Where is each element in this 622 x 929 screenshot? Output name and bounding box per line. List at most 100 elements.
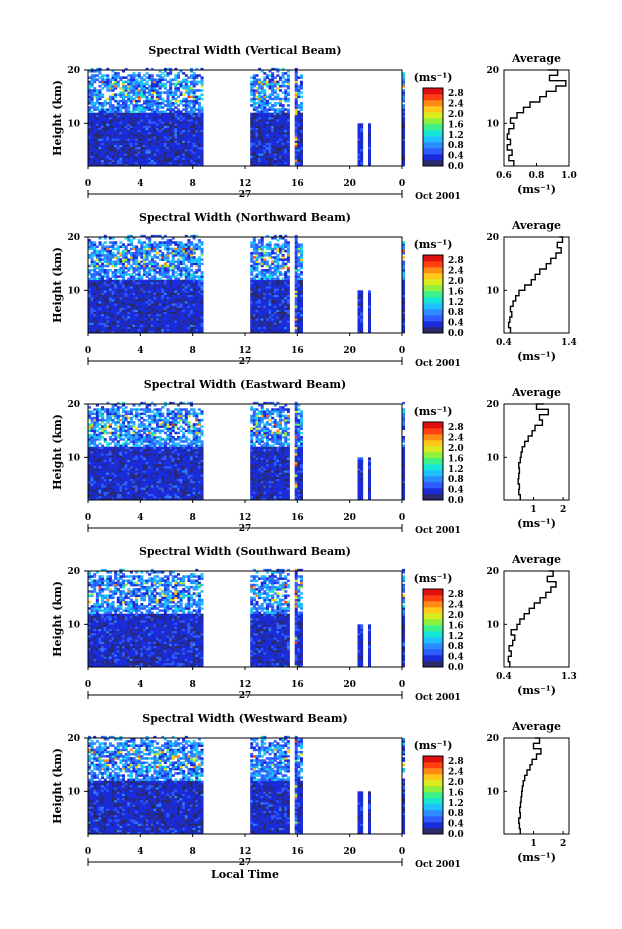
heatmap-cell bbox=[150, 144, 154, 148]
heatmap-cell bbox=[106, 309, 110, 313]
heatmap-cell bbox=[360, 134, 364, 137]
heatmap-cell bbox=[98, 271, 102, 274]
heatmap-cell bbox=[273, 82, 277, 86]
heatmap-cell bbox=[286, 116, 290, 120]
heatmap-cell bbox=[255, 155, 259, 158]
heatmap-cell bbox=[294, 108, 298, 111]
heatmap-cell bbox=[108, 315, 112, 319]
heatmap-cell bbox=[402, 161, 406, 165]
heatmap-cell bbox=[284, 80, 288, 84]
heatmap-cell bbox=[187, 134, 191, 137]
heatmap-cell bbox=[111, 87, 115, 90]
heatmap-cell bbox=[142, 91, 146, 94]
heatmap-cell bbox=[119, 258, 123, 261]
heatmap-cell bbox=[182, 163, 186, 167]
heatmap-cell bbox=[93, 159, 97, 163]
heatmap-cell bbox=[268, 106, 272, 109]
heatmap-cell bbox=[255, 112, 259, 116]
heatmap-cell bbox=[271, 97, 275, 101]
heatmap-cell bbox=[124, 136, 128, 139]
heatmap-cell bbox=[273, 89, 277, 92]
heatmap-cell bbox=[182, 121, 186, 124]
heatmap-cell bbox=[273, 114, 277, 118]
heatmap-cell bbox=[163, 78, 167, 82]
heatmap-cell bbox=[119, 87, 123, 90]
heatmap-cell bbox=[119, 157, 123, 160]
heatmap-cell bbox=[171, 95, 175, 99]
heatmap-cell bbox=[101, 294, 105, 298]
heatmap-cell bbox=[252, 129, 256, 133]
heatmap-cell bbox=[297, 123, 301, 126]
heatmap-cell bbox=[195, 114, 199, 118]
heatmap-cell bbox=[158, 138, 162, 141]
heatmap-cell bbox=[174, 142, 178, 146]
heatmap-cell bbox=[286, 138, 290, 141]
heatmap-cell bbox=[108, 131, 112, 135]
heatmap-cell bbox=[271, 161, 275, 165]
heatmap-cell bbox=[98, 131, 102, 135]
heatmap-cell bbox=[184, 106, 188, 109]
heatmap-cell bbox=[98, 84, 102, 88]
heatmap-cell bbox=[88, 273, 92, 276]
heatmap-cell bbox=[281, 121, 285, 124]
heatmap-cell bbox=[176, 76, 180, 79]
heatmap-cell bbox=[171, 116, 175, 120]
heatmap-cell bbox=[200, 241, 204, 244]
heatmap-cell bbox=[360, 140, 364, 143]
heatmap-cell bbox=[258, 80, 262, 84]
heatmap-cell bbox=[297, 110, 301, 114]
heatmap-cell bbox=[93, 271, 97, 274]
heatmap-cell bbox=[281, 146, 285, 150]
heatmap-cell bbox=[279, 123, 283, 126]
heatmap-cell bbox=[297, 89, 301, 92]
heatmap-cell bbox=[122, 70, 126, 73]
heatmap-cell bbox=[263, 123, 267, 126]
heatmap-cell bbox=[106, 155, 110, 158]
heatmap-cell bbox=[116, 93, 120, 96]
heatmap-cell bbox=[116, 106, 120, 109]
heatmap-cell bbox=[174, 260, 178, 263]
heatmap-cell bbox=[90, 76, 94, 79]
heatmap-cell bbox=[103, 108, 107, 111]
heatmap-cell bbox=[192, 163, 196, 167]
heatmap-cell bbox=[150, 112, 154, 116]
heatmap-cell bbox=[271, 67, 275, 71]
heatmap-cell bbox=[111, 264, 115, 268]
heatmap-cell bbox=[294, 114, 298, 118]
heatmap-cell bbox=[156, 144, 160, 148]
heatmap-cell bbox=[127, 266, 131, 270]
heatmap-cell bbox=[142, 140, 146, 143]
heatmap-cell bbox=[250, 161, 254, 165]
heatmap-cell bbox=[161, 159, 165, 163]
heatmap-cell bbox=[95, 123, 99, 126]
heatmap-cell bbox=[263, 99, 267, 103]
heatmap-cell bbox=[153, 121, 157, 124]
heatmap-cell bbox=[153, 134, 157, 137]
heatmap-cell bbox=[103, 296, 107, 300]
heatmap-cell bbox=[166, 151, 170, 154]
heatmap-cell bbox=[137, 157, 141, 160]
heatmap-cell bbox=[116, 151, 120, 154]
heatmap-cell bbox=[142, 114, 146, 118]
heatmap-cell bbox=[127, 125, 131, 128]
heatmap-cell bbox=[124, 123, 128, 126]
heatmap-cell bbox=[279, 108, 283, 111]
heatmap-cell bbox=[106, 315, 110, 319]
heatmap-cell bbox=[294, 155, 298, 158]
heatmap-cell bbox=[176, 127, 180, 131]
heatmap-cell bbox=[284, 99, 288, 103]
heatmap-cell bbox=[174, 271, 178, 274]
heatmap-cell bbox=[163, 116, 167, 120]
heatmap-cell bbox=[124, 245, 128, 249]
heatmap-cell bbox=[179, 266, 183, 270]
heatmap-cell bbox=[182, 116, 186, 120]
heatmap-cell bbox=[88, 131, 92, 135]
heatmap-cell bbox=[195, 243, 199, 246]
heatmap-cell bbox=[150, 82, 154, 86]
heatmap-cell bbox=[182, 279, 186, 283]
heatmap-cell bbox=[200, 67, 204, 71]
heatmap-cell bbox=[127, 146, 131, 150]
heatmap-cell bbox=[93, 243, 97, 246]
heatmap-cell bbox=[88, 116, 92, 120]
heatmap-cell bbox=[101, 138, 105, 141]
